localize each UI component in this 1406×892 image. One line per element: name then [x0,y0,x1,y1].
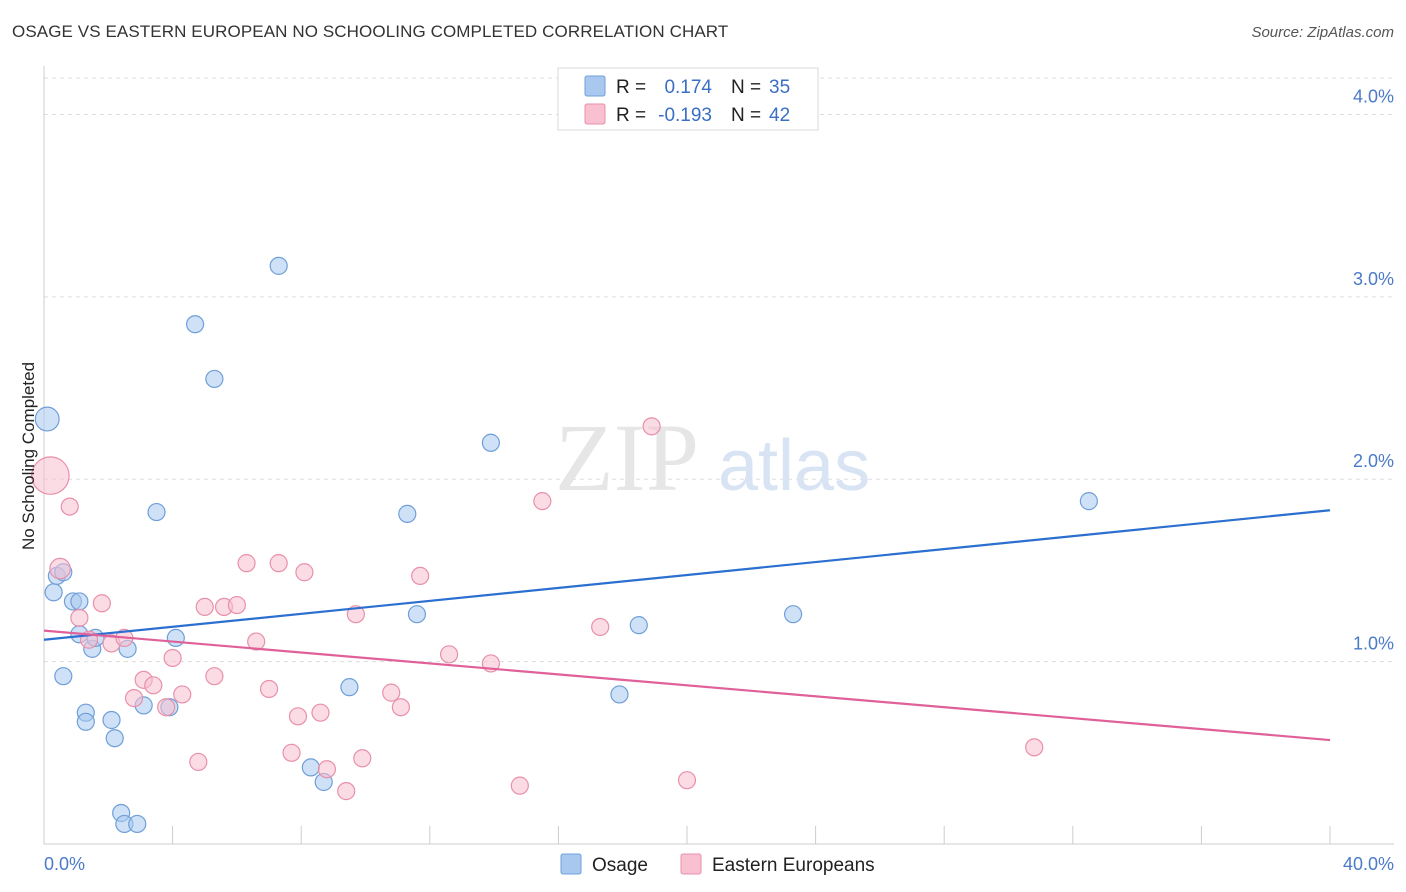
osage-point [629,616,648,635]
chart-title: OSAGE VS EASTERN EUROPEAN NO SCHOOLING C… [12,22,729,41]
legend: R = 0.174 N = 35 R = -0.193 N = 42 [557,67,819,131]
osage-point [205,369,224,389]
eastern-europeans-point [205,667,224,686]
legend-r-value: -0.193 [658,105,712,126]
eastern-europeans-point [269,554,288,573]
legend-n-label: N = [731,77,761,98]
eastern-europeans-point [282,743,301,762]
eastern-europeans-point [353,749,372,768]
eastern-europeans-point [677,771,697,790]
y-tick-label: 1.0% [1353,634,1394,654]
grid-lines [44,77,1394,663]
legend-n-value: 42 [769,105,790,126]
osage-point [70,592,89,611]
trend-lines [43,509,1331,742]
tick-labels: 1.0% 2.0% 3.0% 4.0% 0.0% 40.0% [44,86,1394,874]
osage-point [105,729,124,748]
eastern-europeans-point [411,566,430,586]
source-credit: Source: ZipAtlas.com [1251,24,1394,41]
eastern-europeans-point [317,760,337,779]
eastern-europeans-point [163,648,182,668]
osage-point [44,583,63,602]
osage-point [1079,492,1098,511]
eastern-europeans-point [439,645,459,664]
legend-swatch [584,75,606,97]
eastern-europeans-point [288,707,308,726]
eastern-europeans-point [70,608,89,627]
eastern-europeans-point [259,679,279,699]
eastern-europeans-point [346,605,365,624]
eastern-europeans-point [31,456,70,495]
eastern-europeans-point [642,417,661,436]
osage-point [128,814,147,834]
eastern-europeans-point [247,632,266,651]
eastern-europeans-point [173,685,192,704]
eastern-europeans-point [382,683,401,702]
legend-r-label: R = [616,105,646,126]
eastern-europeans-point [391,698,410,717]
eastern-europeans-point [311,703,330,722]
legend-r-label: R = [616,77,646,98]
eastern-europeans-point [49,557,71,580]
osage-point [610,685,629,704]
eastern-europeans-point [157,698,176,717]
bottom-legend-label: Osage [592,855,648,876]
legend-n-value: 35 [769,77,790,98]
osage-point [269,256,288,275]
osage-point [102,710,121,730]
osage-point [783,605,803,624]
eastern-europeans-point [510,776,529,795]
legend-r-value: 0.174 [664,77,712,98]
data-points [31,256,1098,834]
osage-point [407,605,427,624]
x-tick-label: 40.0% [1343,854,1394,874]
osage-point [186,315,205,334]
eastern-europeans-point [195,597,214,617]
eastern-europeans-point [295,563,314,582]
osage-point [301,758,320,777]
osage-point [481,433,500,452]
eastern-europeans-trend-line [43,629,1331,742]
y-tick-label: 3.0% [1353,269,1394,289]
eastern-europeans-point [237,554,256,573]
watermark-zip: ZIP [555,404,699,511]
y-axis-title: No Schooling Completed [19,362,38,550]
eastern-europeans-point [337,782,356,801]
x-tick-label: 0.0% [44,854,85,874]
bottom-legend-swatch [560,853,582,875]
legend-swatch [584,103,606,125]
y-tick-label: 2.0% [1353,451,1394,471]
eastern-europeans-point [189,752,208,772]
eastern-europeans-point [533,492,552,511]
osage-point [76,712,95,731]
osage-point [147,502,166,522]
eastern-europeans-point [144,676,163,695]
y-tick-label: 4.0% [1353,86,1394,106]
eastern-europeans-point [591,617,610,637]
osage-trend-line [43,509,1331,641]
osage-point [398,504,417,523]
watermark-atlas: atlas [718,426,870,506]
osage-point [34,406,60,432]
watermark: ZIP atlas [555,404,870,511]
osage-point [166,628,185,648]
bottom-legend: Osage Eastern Europeans [560,853,875,876]
eastern-europeans-point [227,595,246,615]
eastern-europeans-point [60,497,79,516]
eastern-europeans-point [124,688,144,708]
bottom-legend-swatch [680,853,702,875]
osage-point [54,667,73,686]
bottom-legend-label: Eastern Europeans [712,855,875,876]
osage-point [340,678,359,697]
eastern-europeans-point [92,594,111,613]
eastern-europeans-point [1025,738,1044,757]
axes [43,66,1394,845]
legend-n-label: N = [731,105,761,126]
